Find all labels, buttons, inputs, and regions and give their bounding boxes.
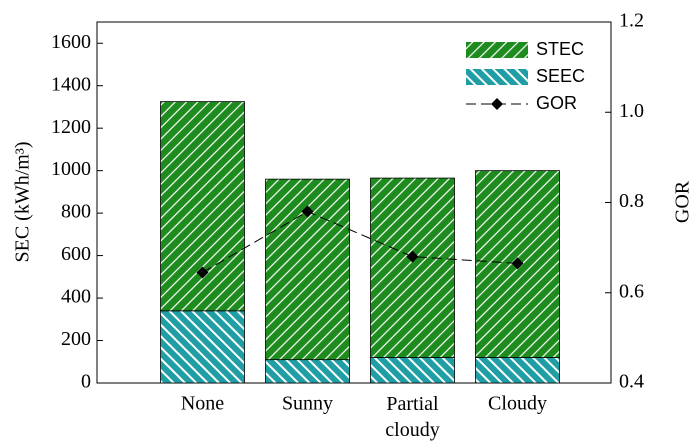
legend-label: GOR	[536, 93, 577, 113]
legend-marker	[491, 98, 503, 110]
y2-tick-label: 0.4	[619, 371, 644, 393]
line-marker	[406, 250, 419, 263]
y-tick-label: 600	[61, 243, 91, 265]
x-tick-label: None	[181, 393, 224, 415]
y-axis-title: SEC (kWh/m³)	[12, 142, 34, 263]
legend-label: SEEC	[536, 66, 585, 86]
bar	[160, 310, 245, 384]
y2-tick-label: 1.0	[619, 100, 644, 122]
line-marker	[196, 266, 209, 279]
bar	[370, 357, 455, 384]
legend-label: STEC	[536, 39, 584, 59]
y-tick-label: 200	[61, 328, 91, 350]
y2-tick-label: 1.2	[619, 10, 644, 32]
y-tick-label: 1200	[51, 116, 91, 138]
legend-swatch	[466, 42, 528, 58]
line	[202, 210, 518, 273]
line-marker	[301, 205, 314, 218]
y2-tick-label: 0.8	[619, 190, 644, 212]
x-tick-label: Cloudy	[488, 393, 547, 415]
y-tick-label: 800	[61, 201, 91, 223]
y-tick-label: 1400	[51, 73, 91, 95]
y-tick-label: 400	[61, 286, 91, 308]
y-tick-label: 0	[81, 371, 91, 393]
y2-axis-title: GOR	[672, 180, 694, 223]
y-tick-label: 1600	[51, 31, 91, 53]
bar	[370, 177, 455, 358]
legend-swatch	[466, 69, 528, 85]
bar	[265, 359, 350, 384]
line-marker	[511, 257, 524, 270]
x-tick-label: Partial cloudy	[385, 393, 439, 441]
bar	[160, 101, 245, 312]
x-tick-label: Sunny	[282, 393, 333, 415]
y-tick-label: 1000	[51, 158, 91, 180]
y2-tick-label: 0.6	[619, 280, 644, 302]
bar	[475, 357, 560, 384]
